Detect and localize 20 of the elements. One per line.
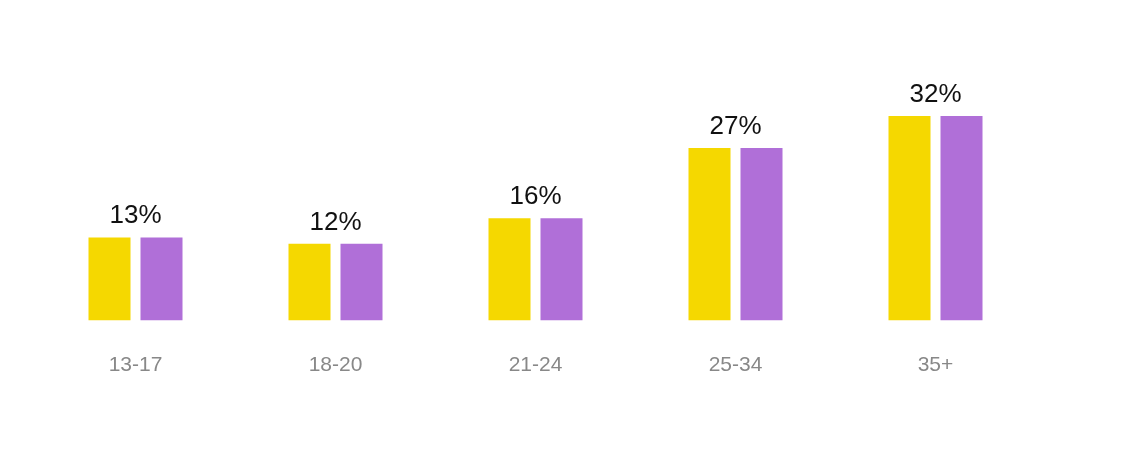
- x-tick-label: 18-20: [308, 351, 363, 375]
- bar: [488, 218, 531, 321]
- bar: [340, 243, 383, 321]
- x-tick-label: 21-24: [508, 351, 563, 375]
- bar: [540, 218, 583, 321]
- bar: [940, 116, 983, 321]
- bar: [888, 116, 931, 321]
- bar: [88, 237, 131, 321]
- data-label: 16%: [509, 180, 562, 211]
- data-label: 13%: [109, 199, 162, 230]
- data-label: 32%: [909, 78, 962, 109]
- bar: [740, 148, 783, 321]
- data-label: 27%: [709, 110, 762, 141]
- x-tick-label: 13-17: [108, 351, 163, 375]
- x-tick-label: 25-34: [708, 351, 763, 375]
- data-label: 12%: [309, 205, 362, 236]
- bar: [288, 243, 331, 321]
- bar: [688, 148, 731, 321]
- bar: [140, 237, 183, 321]
- x-tick-label: 35+: [917, 351, 954, 375]
